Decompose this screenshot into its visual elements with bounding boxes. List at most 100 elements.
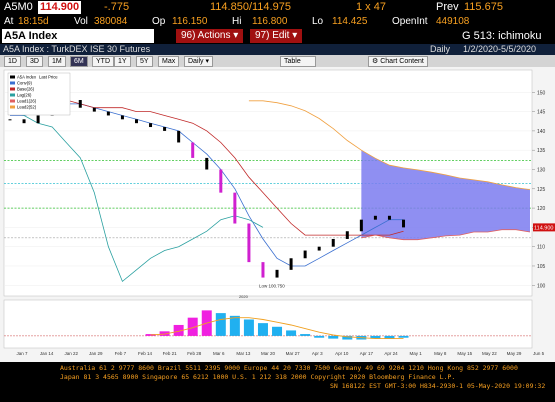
footer-line: Japan 81 3 4565 8900 Singapore 65 6212 1… <box>60 373 456 381</box>
actions-button[interactable]: 96) Actions ▾ <box>176 29 244 43</box>
x-tick-label: May 29 <box>507 351 522 356</box>
graph-id: G 513: ichimoku <box>462 30 542 42</box>
edit-button[interactable]: 97) Edit ▾ <box>250 29 303 43</box>
macd-bar <box>215 313 226 336</box>
stat-label: OpenInt <box>392 16 428 27</box>
macd-bar <box>229 315 240 336</box>
range-button[interactable]: 1D <box>4 56 21 67</box>
stat-label: Op <box>152 16 166 27</box>
cloud <box>361 150 530 240</box>
price-bar <box>219 169 223 193</box>
x-tick-label: Jan 29 <box>89 351 103 356</box>
price-bar <box>233 192 237 224</box>
price-bar <box>106 111 110 116</box>
range-button[interactable]: 6M <box>70 56 88 67</box>
price-bar <box>275 269 279 278</box>
stat-label: Hi <box>232 16 242 27</box>
x-tick-label: Mar 20 <box>261 351 276 356</box>
price-bar <box>247 223 251 263</box>
y-tick-label: 120 <box>537 206 546 212</box>
last-price-label: 114.900 <box>534 225 553 231</box>
macd-bar <box>243 319 254 336</box>
price-bar <box>402 219 406 228</box>
x-tick-label: Mar 27 <box>286 351 301 356</box>
x-tick-label: Feb 14 <box>138 351 153 356</box>
last-price: 114.900 <box>38 1 82 14</box>
frequency: Daily <box>188 58 204 65</box>
price-bar <box>303 250 307 259</box>
x-tick-label: Feb 28 <box>187 351 202 356</box>
footer: Australia 61 2 9777 8600 Brazil 5511 239… <box>0 362 555 402</box>
range-button[interactable]: YTD <box>92 56 114 67</box>
x-tick-label: Feb 21 <box>163 351 178 356</box>
x-tick-label: Apr 17 <box>360 351 374 356</box>
price-bar <box>177 130 181 143</box>
price-bar <box>120 115 124 120</box>
macd-bar <box>314 335 325 338</box>
stat-label: Vol <box>74 16 88 27</box>
price-bar <box>261 262 265 278</box>
macd-bar <box>286 330 297 336</box>
price-bar <box>36 115 40 124</box>
range-button[interactable]: Max <box>158 56 180 67</box>
y-tick-label: 100 <box>537 283 546 289</box>
range-button[interactable]: 1Y <box>114 56 131 67</box>
macd-bar <box>398 335 409 338</box>
chart: 100105110115120125130135140145150114.900… <box>0 67 555 362</box>
date-range: 1/2/2020-5/5/2020 <box>463 44 537 54</box>
x-tick-label: Apr 3 <box>312 351 323 356</box>
price-bar <box>359 219 363 232</box>
toolbar: Daily ▾ Table ⚙ Chart Content 1D 3D 1M 6M YT… <box>0 55 555 67</box>
ticker: A5M0 <box>4 1 33 13</box>
footer-line: Australia 61 2 9777 8600 Brazil 5511 239… <box>60 364 518 372</box>
macd-bar <box>370 335 381 339</box>
stat-label: Lo <box>312 16 324 27</box>
macd-bar <box>257 323 268 336</box>
legend-label: Lead1(26) <box>17 99 37 104</box>
stat-value: 380084 <box>94 16 128 27</box>
price-bar <box>8 119 12 121</box>
legend-swatch <box>10 93 15 97</box>
indicator-line <box>248 100 531 190</box>
macd-bar <box>300 334 311 336</box>
indicator-line <box>10 99 404 236</box>
y-tick-label: 110 <box>537 245 545 251</box>
chart-content-button[interactable]: ⚙ Chart Content <box>368 56 428 67</box>
range-button[interactable]: 1M <box>48 56 66 67</box>
command-bar: A5A Index 96) Actions ▾ 97) Edit ▾ G 513… <box>0 28 555 44</box>
x-tick-label: May 8 <box>434 351 447 356</box>
price-bar <box>205 157 209 170</box>
price-bar <box>345 231 349 239</box>
frequency-select[interactable]: Daily ▾ <box>184 56 214 67</box>
x-tick-label: Jun 5 <box>533 351 545 356</box>
legend-title: A5A Index <box>17 75 37 80</box>
indicator-line <box>10 103 404 267</box>
range-button[interactable]: 5Y <box>136 56 153 67</box>
range-button[interactable]: 3D <box>26 56 43 67</box>
x-tick-label: Jan 22 <box>64 351 78 356</box>
price-bar <box>373 215 377 220</box>
security-input[interactable]: A5A Index <box>2 29 154 43</box>
price-bar <box>134 119 138 124</box>
x-tick-label: Mar 6 <box>213 351 225 356</box>
table-button[interactable]: Table <box>280 56 316 67</box>
price-bar <box>317 246 321 251</box>
price-bar <box>78 100 82 108</box>
change: -.775 <box>104 1 130 13</box>
y-tick-label: 135 <box>537 148 546 154</box>
legend-swatch <box>10 81 15 85</box>
footer-line: SN 168122 EST GMT-3:00 H834-2930-1 05-Ma… <box>330 382 546 390</box>
price-bar <box>163 127 167 131</box>
price-bar <box>331 238 335 247</box>
legend-box <box>7 72 71 116</box>
y-tick-label: 125 <box>537 187 546 193</box>
stat-value: 116.150 <box>172 16 208 27</box>
indicator-line <box>361 229 531 241</box>
description: A5A Index : TurkDEX ISE 30 Futures <box>3 44 151 54</box>
price-bar <box>92 107 96 112</box>
prev: 115.675 <box>464 1 503 13</box>
legend-swatch <box>10 99 15 103</box>
quote-bar: A5M0 114.900 -.775 114.850/114.975 1 x 4… <box>0 0 555 15</box>
legend-swatch <box>10 75 15 79</box>
